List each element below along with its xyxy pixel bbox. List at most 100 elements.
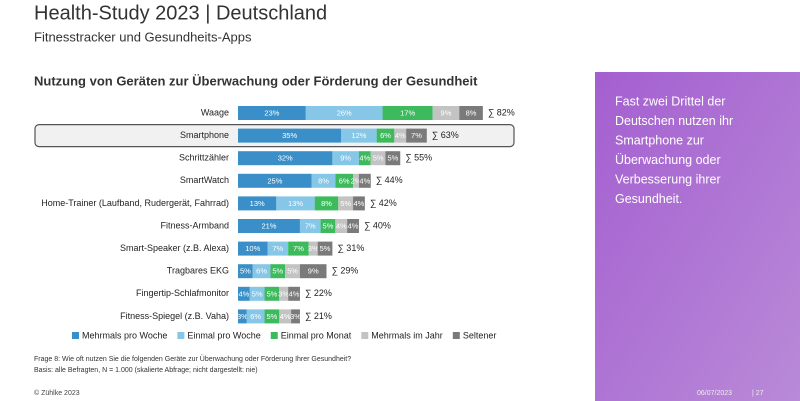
bar-segment <box>432 106 460 120</box>
legend-label: Mehrmals pro Woche <box>82 330 167 340</box>
bar-segment <box>288 241 309 256</box>
segment-label: 5% <box>272 267 283 276</box>
segment-label: 5% <box>267 289 278 298</box>
segment-label: 4% <box>354 199 365 208</box>
segment-label: 13% <box>288 199 303 208</box>
segment-label: 8% <box>466 108 477 117</box>
bar-segment <box>246 309 265 324</box>
callout-text: Verbesserung ihrer <box>615 172 721 186</box>
segment-label: 9% <box>441 108 452 117</box>
segment-label: 32% <box>278 154 293 163</box>
bar-segment <box>305 106 383 120</box>
legend-label: Einmal pro Woche <box>187 330 260 340</box>
segment-label: 5% <box>267 312 278 321</box>
slide-subtitle: Fitnesstracker und Gesundheits-Apps <box>34 29 252 44</box>
bar-segment <box>406 128 427 143</box>
bar-segment <box>252 264 271 279</box>
segment-label: 6% <box>250 312 261 321</box>
legend-swatch <box>72 332 79 339</box>
legend-label: Seltener <box>463 330 497 340</box>
bar-segment <box>264 309 280 324</box>
bar-segment <box>238 286 250 301</box>
segment-label: 4% <box>348 221 359 230</box>
bar-segment <box>394 128 407 143</box>
footnote: Basis: alle Befragten, N = 1.000 (skalie… <box>34 367 258 374</box>
segment-label: 7% <box>293 244 304 253</box>
bar-segment <box>308 241 318 256</box>
bar-segment <box>332 151 359 166</box>
chart-title: Nutzung von Geräten zur Überwachung oder… <box>34 73 478 88</box>
bar-segment <box>264 286 280 301</box>
total-label: ∑ 21% <box>305 311 332 321</box>
segment-label: 8% <box>321 199 332 208</box>
bar-segment <box>291 309 300 324</box>
segment-label: 5% <box>387 154 398 163</box>
category-label: Fitness-Armband <box>160 220 229 230</box>
segment-label: 6% <box>256 267 267 276</box>
slide-title: Health-Study 2023 | Deutschland <box>34 2 327 24</box>
category-label: Tragbares EKG <box>167 266 229 276</box>
legend-swatch <box>177 332 185 339</box>
category-label: Smart-Speaker (z.B. Alexa) <box>120 243 229 253</box>
bar-segment <box>279 309 292 324</box>
bar-segment <box>335 219 348 233</box>
segment-label: 35% <box>282 131 297 140</box>
segment-label: 4% <box>289 289 300 298</box>
segment-label: 12% <box>351 131 366 140</box>
bar-segment <box>341 128 377 143</box>
bar-segment <box>370 151 386 166</box>
segment-label: 3% <box>308 244 319 253</box>
bar-segment <box>317 241 333 256</box>
bar-segment <box>459 106 483 120</box>
segment-label: 4% <box>395 131 406 140</box>
segment-label: 5% <box>240 267 251 276</box>
bar-segment <box>270 264 286 279</box>
segment-label: 4% <box>359 176 370 185</box>
bar-segment <box>267 241 289 256</box>
bar-segment <box>238 128 342 143</box>
date: 06/07/2023 <box>697 390 732 397</box>
total-label: ∑ 44% <box>376 175 403 185</box>
segment-label: 5% <box>287 267 298 276</box>
callout-text: Smartphone zur <box>615 133 704 147</box>
bar-segment <box>249 286 265 301</box>
bar-segment <box>320 219 336 233</box>
segment-label: 5% <box>340 199 351 208</box>
category-label: SmartWatch <box>180 175 229 185</box>
bar-segment <box>382 106 433 120</box>
segment-label: 7% <box>305 221 316 230</box>
segment-label: 4% <box>238 289 249 298</box>
bar-segment <box>299 219 321 233</box>
segment-label: 9% <box>340 154 351 163</box>
bar-segment <box>353 196 365 211</box>
legend-label: Einmal pro Monat <box>281 330 352 340</box>
segment-label: 5% <box>323 221 334 230</box>
bar-segment <box>238 151 333 166</box>
segment-label: 7% <box>272 244 283 253</box>
segment-label: 8% <box>318 176 329 185</box>
bar-segment <box>238 309 247 324</box>
segment-label: 3% <box>278 289 289 298</box>
bar-segment <box>288 286 300 301</box>
category-label: Fingertip-Schlafmonitor <box>136 288 229 298</box>
segment-label: 23% <box>264 108 279 117</box>
segment-label: 4% <box>280 312 291 321</box>
bar-segment <box>358 173 371 188</box>
bar-segment <box>276 196 315 211</box>
bar-segment <box>285 264 300 279</box>
segment-label: 9% <box>308 267 319 276</box>
bar-segment <box>279 286 289 301</box>
total-label: ∑ 63% <box>432 130 459 140</box>
callout-text: Deutschen nutzen ihr <box>615 114 733 128</box>
total-label: ∑ 42% <box>370 198 397 208</box>
segment-label: 21% <box>261 221 276 230</box>
total-label: ∑ 82% <box>488 107 515 117</box>
segment-label: 5% <box>252 289 263 298</box>
bar-segment <box>238 219 300 233</box>
category-label: Home-Trainer (Laufband, Rudergerät, Fahr… <box>41 198 229 208</box>
callout-panel <box>595 72 800 401</box>
total-label: ∑ 22% <box>305 288 332 298</box>
bar-segment <box>335 173 354 188</box>
total-label: ∑ 55% <box>405 153 432 163</box>
